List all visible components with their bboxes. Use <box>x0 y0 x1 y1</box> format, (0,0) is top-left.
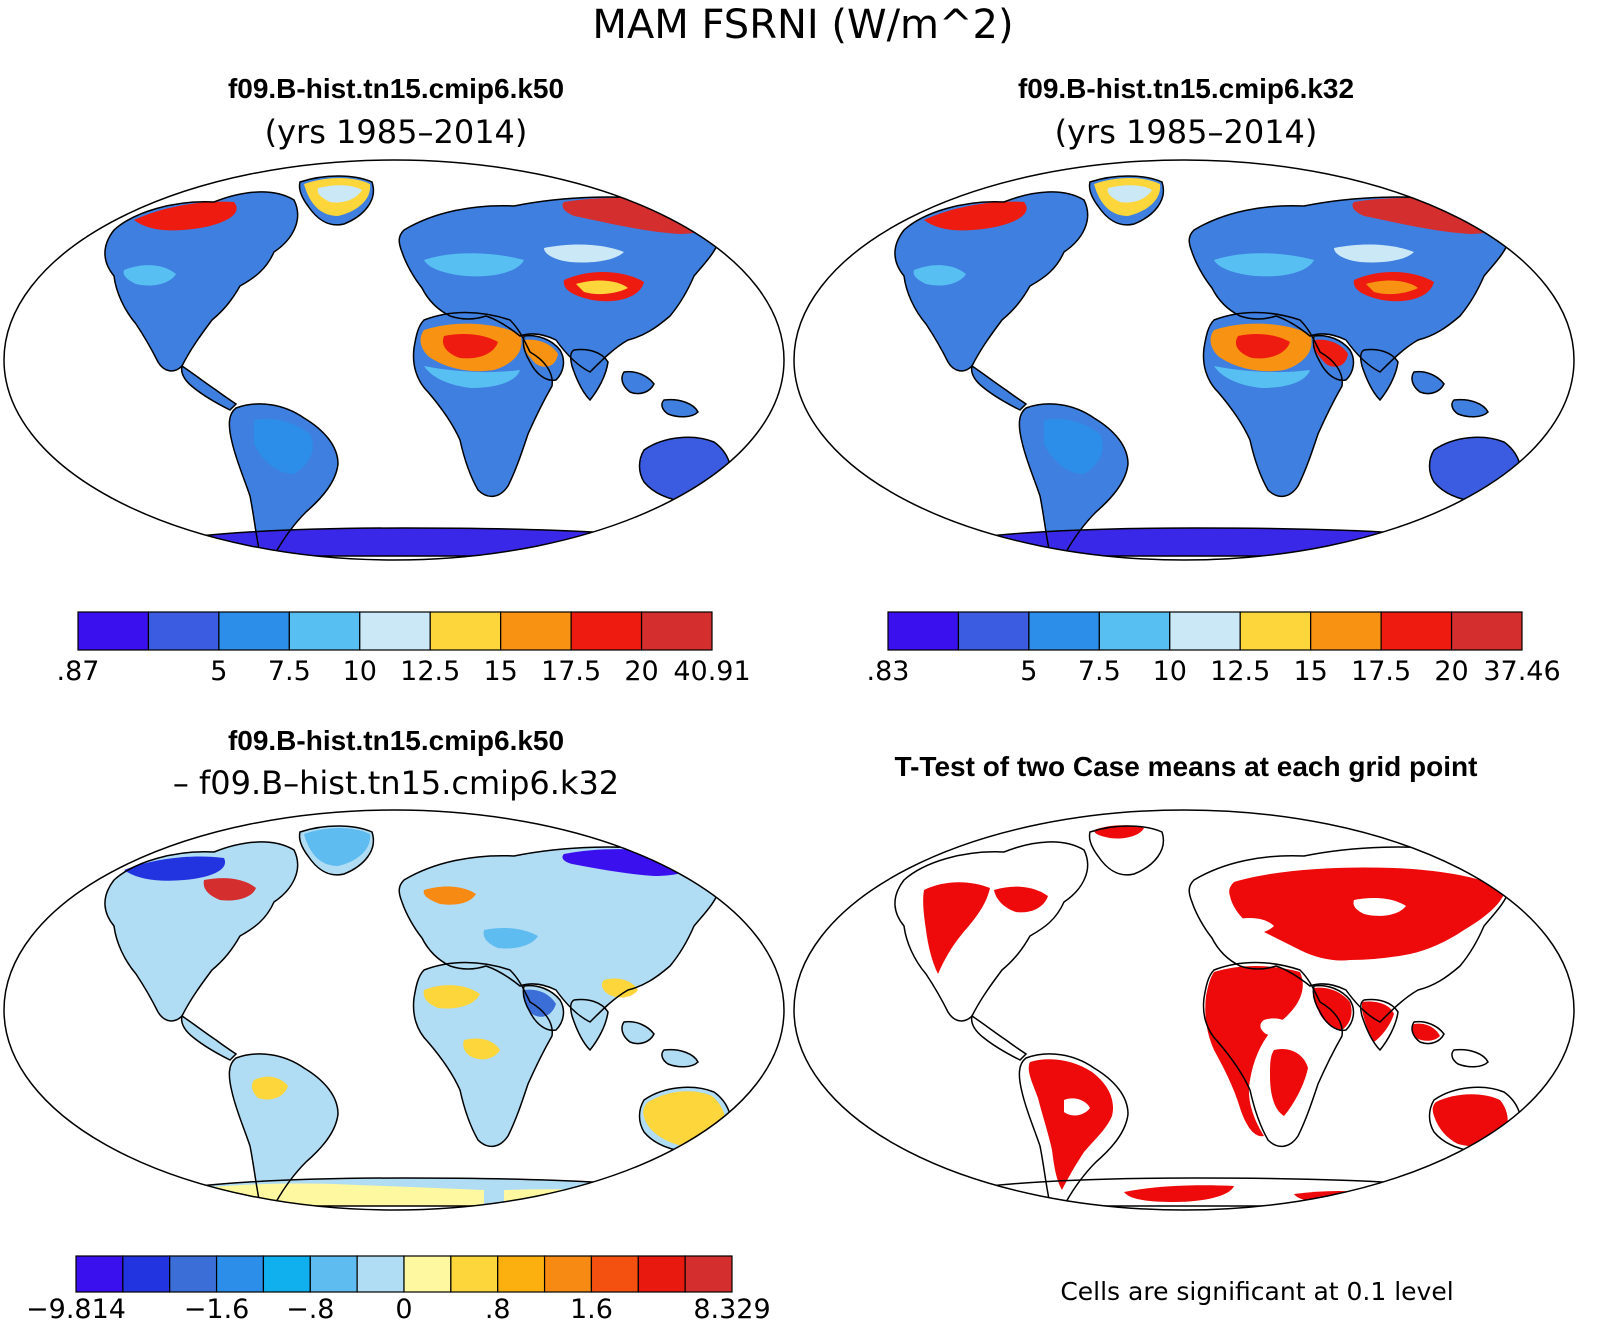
colorbar-swatch <box>543 1255 593 1293</box>
colorbar-tick-label: 17.5 <box>541 656 601 687</box>
colorbar-swatch <box>887 611 960 651</box>
colorbar-swatch <box>429 611 502 651</box>
colorbar-swatch <box>590 1255 639 1293</box>
colorbar-swatch <box>356 1255 405 1293</box>
colorbar-swatch <box>1169 611 1241 651</box>
colorbar-tick-label: 5 <box>210 656 227 687</box>
colorbar-tick-label: 20 <box>1434 656 1468 687</box>
colorbar-swatch <box>497 1255 546 1293</box>
panel-k50: f09.B-hist.tn15.cmip6.k50 (yrs 1985–2014… <box>3 73 785 561</box>
colorbar-tick-label: 1.6 <box>570 1294 613 1325</box>
colorbar-tick-label: −.8 <box>286 1294 334 1325</box>
panel-diff: f09.B-hist.tn15.cmip6.k50 – f09.B–hist.t… <box>3 725 785 1211</box>
colorbar-swatch <box>75 1255 124 1293</box>
colorbar-tick-label: .8 <box>485 1294 511 1325</box>
significance-note: Cells are significant at 0.1 level <box>1060 1277 1453 1306</box>
region-canada-diff <box>124 856 226 881</box>
colorbar-swatch <box>309 1255 358 1293</box>
colorbar-tick-label: 40.91 <box>673 656 750 687</box>
colorbar-swatch <box>640 611 713 651</box>
colorbar-swatch <box>1028 611 1100 651</box>
colorbar-swatch <box>288 611 361 651</box>
colorbar-tick-label: −9.814 <box>26 1294 126 1325</box>
colorbar-tick-label: 0 <box>395 1294 412 1325</box>
colorbar-swatch <box>215 1255 265 1293</box>
colorbar-tick-label: 8.329 <box>693 1294 770 1325</box>
panel-k50-subtitle: (yrs 1985–2014) <box>265 113 528 151</box>
panel-k32-title: f09.B-hist.tn15.cmip6.k32 <box>1018 73 1354 104</box>
colorbar-tick-label: 12.5 <box>1210 656 1270 687</box>
colorbar-swatch <box>450 1255 499 1293</box>
colorbar-swatch <box>262 1255 311 1293</box>
colorbar-swatch <box>122 1255 171 1293</box>
map-frame-ttest <box>793 809 1575 1211</box>
colorbar-k50: .87 5 7.5 10 12.5 15 17.5 20 40.91 <box>57 611 751 687</box>
colorbar-tick-label: 5 <box>1020 656 1037 687</box>
colorbar-swatch <box>1450 611 1523 651</box>
colorbar-swatch <box>957 611 1030 651</box>
panel-ttest-title: T-Test of two Case means at each grid po… <box>895 751 1478 782</box>
colorbar-tick-label: 15 <box>1293 656 1327 687</box>
colorbar-swatch <box>218 611 290 651</box>
colorbar-tick-label: 15 <box>483 656 517 687</box>
panel-diff-title: f09.B-hist.tn15.cmip6.k50 <box>228 725 564 756</box>
panel-diff-subtitle: – f09.B–hist.tn15.cmip6.k32 <box>173 764 619 802</box>
panel-k50-title: f09.B-hist.tn15.cmip6.k50 <box>228 73 564 104</box>
colorbar-tick-label: .83 <box>867 656 910 687</box>
colorbar-swatch <box>1239 611 1312 651</box>
colorbar-tick-label: 20 <box>624 656 658 687</box>
colorbar-swatch <box>359 611 431 651</box>
region-antarctica <box>134 528 704 556</box>
map-ttest <box>793 809 1575 1211</box>
colorbar-swatch <box>147 611 220 651</box>
panel-ttest: T-Test of two Case means at each grid po… <box>793 751 1575 1306</box>
panel-k32: f09.B-hist.tn15.cmip6.k32 (yrs 1985–2014… <box>793 73 1575 561</box>
colorbar-tick-label: 10 <box>343 656 377 687</box>
colorbar-swatch <box>403 1255 452 1293</box>
map-frame-k32 <box>793 159 1575 561</box>
colorbar-swatch <box>570 611 643 651</box>
colorbar-swatch <box>1310 611 1382 651</box>
colorbar-swatch <box>1380 611 1453 651</box>
colorbar-tick-label: 37.46 <box>1483 656 1560 687</box>
colorbar-tick-label: .87 <box>57 656 100 687</box>
colorbar-tick-label: 7.5 <box>1078 656 1121 687</box>
map-frame-k50 <box>3 159 785 561</box>
panel-k32-subtitle: (yrs 1985–2014) <box>1055 113 1318 151</box>
colorbar-tick-label: 17.5 <box>1351 656 1411 687</box>
colorbar-swatch <box>169 1255 218 1293</box>
map-k32 <box>793 159 1575 561</box>
colorbar-swatch <box>637 1255 686 1293</box>
colorbar-swatch <box>77 611 150 651</box>
colorbar-tick-label: 12.5 <box>400 656 460 687</box>
main-title: MAM FSRNI (W/m^2) <box>592 2 1013 48</box>
map-k50 <box>3 159 785 561</box>
map-diff <box>3 809 785 1211</box>
colorbar-tick-label: 7.5 <box>268 656 311 687</box>
colorbar-k32: .83 5 7.5 10 12.5 15 17.5 20 37.46 <box>867 611 1561 687</box>
colorbar-tick-label: 10 <box>1153 656 1187 687</box>
colorbar-swatch <box>500 611 572 651</box>
colorbar-diff: −9.814 −1.6 −.8 0 .8 1.6 8.329 <box>26 1255 771 1325</box>
colorbar-swatch <box>684 1255 733 1293</box>
map-frame-diff <box>3 809 785 1211</box>
colorbar-swatch <box>1098 611 1171 651</box>
colorbar-tick-label: −1.6 <box>184 1294 250 1325</box>
